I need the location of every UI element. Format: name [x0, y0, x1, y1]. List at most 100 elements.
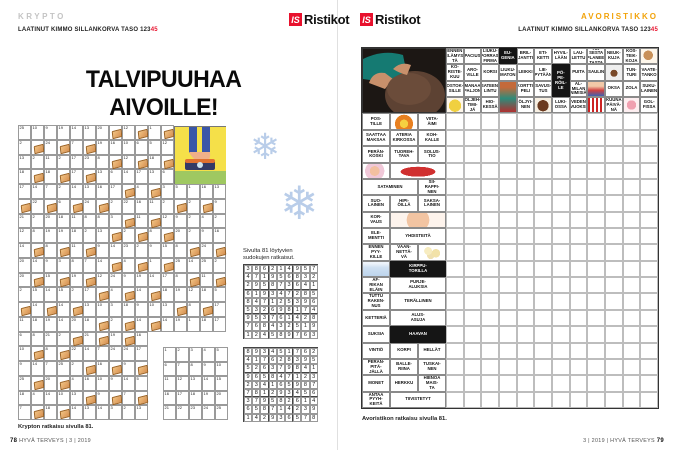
bread-slice-icon: [72, 335, 84, 346]
krypto-cell: 16: [200, 184, 213, 199]
krypto-cell: 9: [122, 272, 135, 288]
krypto-cell-number: 18: [19, 169, 24, 175]
krypto-cell-bread: [109, 257, 123, 273]
pig-illustration-icon: [622, 97, 641, 114]
krypto-cell: 16: [135, 198, 148, 214]
bread-slice-icon: [137, 394, 149, 405]
krypto-cell-number: 8: [149, 228, 152, 234]
krypto-cell: 4: [122, 257, 135, 273]
sudoku-cell: 8: [285, 356, 294, 365]
sudoku-cell: 3: [285, 281, 294, 290]
sudoku-cell: 7: [268, 314, 277, 323]
krypto-cell-bread: [70, 302, 84, 317]
krypto-cell-number: 9: [136, 302, 139, 307]
sudoku-caption: Sivulta 81 löytyvien sudokujen ratkaisut…: [243, 248, 295, 262]
krypto-key-number: 1: [164, 347, 167, 352]
crossword-answer-cell: [605, 162, 623, 179]
krypto-cell: 8: [44, 243, 57, 258]
crossword-answer-cell: [552, 391, 570, 408]
krypto-key-cell: 11: [163, 376, 176, 391]
crossword-answer-cell: [516, 195, 535, 212]
krypto-cell-number: 4: [201, 213, 204, 219]
krypto-cell: 14: [135, 287, 148, 302]
sudoku-cell: 4: [285, 265, 294, 274]
sudoku-cell: 3: [301, 405, 310, 414]
krypto-cell: 25: [174, 257, 187, 273]
sudoku-cell: 6: [244, 289, 253, 298]
popcorn-icon: [419, 245, 445, 260]
krypto-cell-number: 23: [84, 154, 89, 160]
krypto-cell: 16: [96, 361, 109, 376]
krypto-cell-number: 16: [97, 361, 102, 366]
sudoku-cell: 6: [252, 372, 261, 381]
krypto-cell-bread: [161, 228, 175, 243]
crossword-clue-cell: VIITA- ÄIMI: [418, 113, 446, 130]
crossword-answer-cell: [516, 375, 535, 392]
krypto-cell-bread: [109, 228, 123, 243]
krypto-cell: 8: [70, 257, 83, 273]
krypto-cell-number: 17: [214, 302, 219, 307]
krypto-cell-bread: [213, 272, 227, 288]
krypto-cell: 13: [148, 169, 161, 184]
krypto-cell-number: 9: [214, 198, 217, 204]
crossword-answer-cell: [481, 211, 499, 228]
krypto-cell-bread: [57, 346, 71, 361]
sudoku-cell: 1: [276, 265, 285, 274]
krypto-cell: 18: [200, 287, 213, 302]
bread-slice-icon: [72, 305, 84, 317]
crossword-answer-cell: [481, 293, 499, 310]
crossword-clue-cell: PUITA: [569, 64, 588, 81]
krypto-cell: 14: [109, 243, 122, 258]
krypto-cell: 11: [200, 272, 213, 288]
dog-icon: [641, 49, 657, 64]
radiator-illustration-icon: [587, 97, 605, 114]
crossword-answer-cell: [481, 129, 499, 147]
dog-illustration-icon: [640, 48, 658, 65]
krypto-cell-number: 9: [45, 257, 48, 263]
sudoku-cell: 7: [309, 380, 318, 389]
crossword-answer-cell: [552, 113, 570, 130]
sudoku-cell: 8: [244, 348, 253, 357]
krypto-cell-number: 2: [32, 154, 35, 160]
girl-illustration-icon: [587, 80, 605, 98]
krypto-cell: 6: [57, 198, 70, 214]
krypto-cell-number: 2: [123, 405, 126, 411]
krypto-cell-number: 13: [97, 169, 102, 175]
krypto-cell-number: 10: [32, 125, 37, 130]
krypto-cell-number: 24: [123, 346, 128, 352]
krypto-cell-number: 15: [162, 243, 167, 248]
crossword-clue-cell: SATAMINEN: [362, 178, 418, 196]
crossword-clue-cell: KUUNA PÄIVÄ- NÄ: [605, 97, 623, 114]
sudoku-cell: 4: [301, 364, 310, 373]
krypto-cell: 25: [18, 125, 31, 140]
krypto-cell: 2: [213, 257, 226, 273]
krypto-cell: 2: [57, 154, 70, 170]
crossword-answer-cell: [587, 195, 605, 212]
crossword-clue-cell: KOR- VAUS: [362, 211, 390, 228]
scale-illustration-graphic: [175, 127, 226, 184]
crossword-clue-cell: HYVIL- LÄÄN: [552, 48, 570, 65]
crossword-answer-cell: [499, 113, 517, 130]
bread-slice-icon: [202, 305, 214, 317]
krypto-cell-bread: [135, 390, 149, 406]
krypto-cell: 15: [31, 287, 44, 302]
sudoku-cell: 5: [285, 297, 294, 306]
krypto-cell-number: 1: [188, 184, 191, 189]
krypto-cell-bread: [31, 405, 45, 420]
crossword-answer-cell: [481, 195, 499, 212]
krypto-cell-number: 13: [71, 390, 76, 396]
krypto-cell: 20: [18, 272, 31, 288]
sudoku-cell: 8: [309, 314, 318, 323]
sudoku-cell: 3: [260, 314, 269, 323]
crossword-answer-cell: [534, 342, 552, 359]
krypto-cell: 20: [174, 228, 187, 243]
krypto-cell: 12: [18, 228, 31, 243]
krypto-key-number: 6: [164, 361, 167, 367]
crossword-answer-cell: [569, 260, 588, 278]
crossword-answer-cell: [534, 211, 552, 228]
sudoku-cell: 4: [285, 405, 294, 414]
krypto-key-number: 7: [177, 361, 180, 367]
krypto-key-cell: 7: [176, 361, 189, 377]
krypto-cell-number: 20: [45, 375, 50, 381]
krypto-cell: 17: [161, 272, 174, 288]
